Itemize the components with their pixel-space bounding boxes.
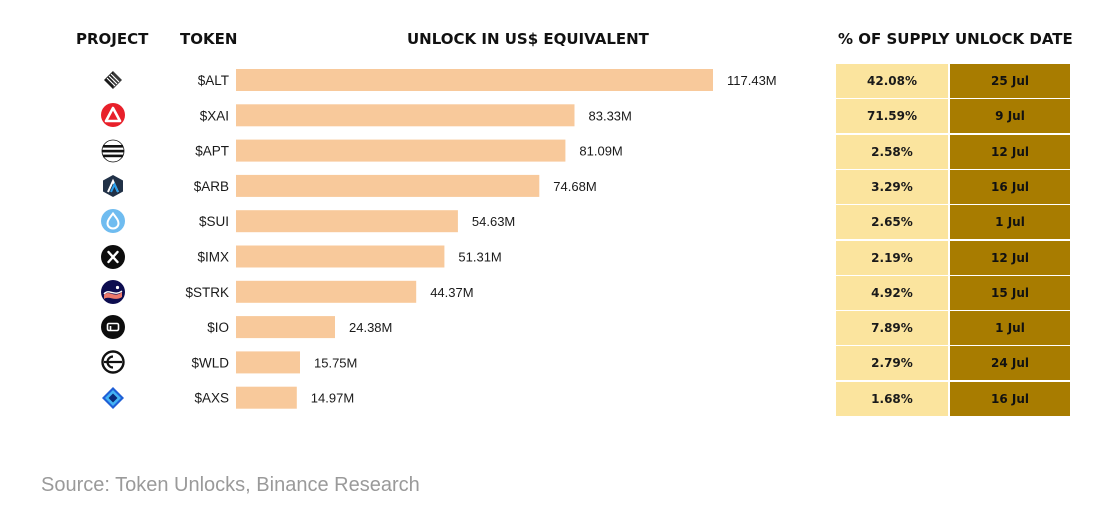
unlock-bar (236, 210, 458, 233)
bar-value-label: 51.31M (458, 250, 501, 265)
header-token: TOKEN (180, 30, 238, 48)
header-supply: % OF SUPPLY (838, 30, 950, 48)
bar-value-label: 44.37M (430, 285, 473, 300)
bar-value-label: 83.33M (589, 108, 632, 123)
date-cell: 25 Jul (950, 64, 1070, 100)
bar-value-label: 81.09M (579, 144, 622, 159)
unlock-bar (236, 139, 566, 162)
supply-cell: 1.68% (836, 381, 948, 418)
supply-cell: 2.58% (836, 134, 948, 171)
date-cell: 16 Jul (950, 169, 1070, 206)
unlock-bar (236, 69, 713, 91)
token-label: $AXS (194, 391, 229, 406)
unlock-bar (236, 104, 575, 127)
supply-cell: 2.19% (836, 240, 948, 277)
bar-value-label: 117.43M (727, 73, 777, 88)
date-cell: 1 Jul (950, 205, 1070, 242)
token-label: $SUI (199, 214, 229, 229)
unlock-bar (236, 386, 297, 409)
date-cell: 16 Jul (950, 381, 1070, 418)
date-cell: 9 Jul (950, 99, 1070, 136)
token-label: $ARB (194, 179, 229, 194)
supply-cell: 2.65% (836, 205, 948, 242)
io-net-icon (101, 315, 125, 340)
bar-value-label: 24.38M (349, 320, 392, 335)
unlock-bar-chart: $ALT 117.43M $XAI 83.33M $APT 81.09M $ARB 74.68… (185, 69, 777, 409)
date-cell: 12 Jul (950, 134, 1070, 171)
date-cell: 1 Jul (950, 311, 1070, 348)
worldcoin-icon (101, 350, 125, 375)
date-cell: 15 Jul (950, 275, 1070, 312)
xai-icon (101, 103, 125, 128)
header-project: PROJECT (76, 30, 149, 48)
bar-value-label: 74.68M (553, 179, 596, 194)
token-label: $ALT (198, 73, 229, 88)
date-cell: 12 Jul (950, 240, 1070, 277)
immutable-x-icon (101, 244, 125, 269)
supply-cell: 7.89% (836, 311, 948, 348)
axie-infinity-icon (101, 386, 125, 410)
bar-value-label: 54.63M (472, 214, 515, 229)
token-label: $XAI (200, 108, 229, 123)
token-label: $IO (207, 320, 229, 335)
supply-cell: 71.59% (836, 99, 948, 136)
header-unlock: UNLOCK IN US$ EQUIVALENT (407, 30, 649, 48)
starknet-icon (101, 279, 125, 304)
supply-cell: 3.29% (836, 169, 948, 206)
date-cell: 24 Jul (950, 346, 1070, 383)
unlock-bar (236, 351, 300, 374)
bar-value-label: 14.97M (311, 391, 354, 406)
bar-value-label: 15.75M (314, 355, 357, 370)
token-label: $WLD (191, 355, 229, 370)
token-label: $IMX (197, 250, 229, 265)
unlock-bar (236, 316, 335, 339)
sui-icon (101, 209, 125, 234)
source-note: Source: Token Unlocks, Binance Research (41, 474, 420, 496)
unlock-bar (236, 280, 417, 303)
unlock-bar (236, 174, 540, 197)
arbitrum-icon (101, 174, 125, 198)
token-label: $STRK (185, 285, 229, 300)
unlock-bar (236, 245, 445, 268)
supply-cell: 2.79% (836, 346, 948, 383)
altlayer-icon (101, 68, 125, 92)
header-date: UNLOCK DATE (955, 30, 1073, 48)
token-label: $APT (195, 144, 229, 159)
supply-cell: 42.08% (836, 64, 948, 100)
supply-cell: 4.92% (836, 275, 948, 312)
aptos-icon (101, 138, 125, 163)
